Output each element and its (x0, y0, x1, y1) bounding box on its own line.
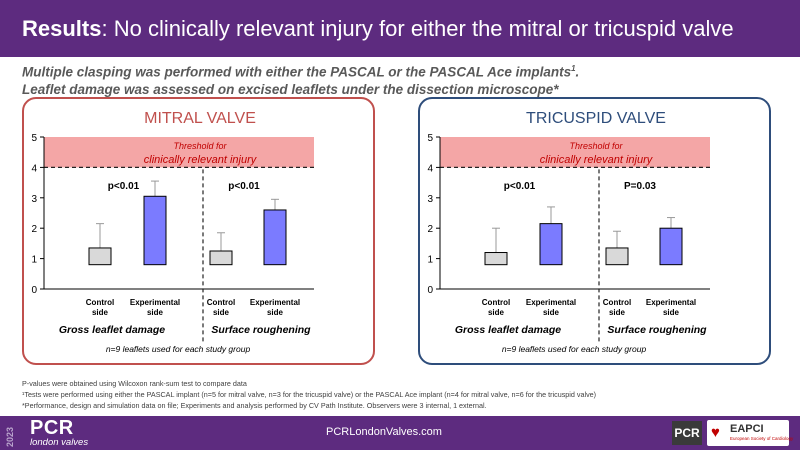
control-bar (209, 250, 233, 266)
sample-note: n=9 leaflets used for each study group (502, 344, 647, 354)
category-label: side (663, 308, 680, 317)
subtitle-line-1-text: Multiple clasping was performed with eit… (22, 64, 572, 80)
year-text: 2023 (5, 427, 15, 447)
chart-title: TRICUSPID VALVE (526, 110, 666, 127)
tricuspid-valve-chart: TRICUSPID VALVE Threshold for clinically r… (427, 110, 710, 354)
title-rest: : No clinically relevant injury for eith… (101, 16, 734, 41)
london-valves-logo: london valves (30, 437, 89, 448)
pcr-logo: PCR (30, 417, 74, 439)
control-bar (88, 247, 112, 266)
p-value: p<0.01 (108, 181, 140, 192)
mitral-valve-chart: MITRAL VALVE Threshold for clinically rele… (31, 110, 314, 354)
control-bar (484, 252, 508, 266)
eapci-text: EAPCI (730, 423, 764, 435)
y-tick-label: 2 (31, 224, 37, 235)
threshold-band (440, 137, 710, 168)
experimental-bar (143, 195, 167, 266)
eapci-subtext: European Society of Cardiology (730, 436, 794, 441)
subtitle-line-2: Leaflet damage was assessed on excised l… (22, 82, 559, 97)
y-tick-label: 1 (427, 255, 433, 266)
category-label: Experimental (130, 298, 180, 307)
category-label: Experimental (250, 298, 300, 307)
threshold-label-1: Threshold for (569, 141, 623, 151)
page-title: Results: No clinically relevant injury f… (22, 16, 734, 42)
footnote-1: P-values were obtained using Wilcoxon ra… (22, 379, 247, 388)
y-tick-label: 5 (427, 133, 433, 144)
category-label: side (609, 308, 626, 317)
category-label: Control (86, 298, 114, 307)
y-tick-label: 4 (31, 163, 37, 174)
footer-bar: 2023 PCR london valves PCRLondonValves.c… (0, 416, 800, 450)
heart-icon: ♥ (711, 424, 720, 441)
experimental-bar (263, 209, 287, 266)
footnote-2: ¹Tests were performed using either the P… (22, 390, 597, 399)
category-label: Control (482, 298, 510, 307)
y-tick-label: 5 (31, 133, 37, 144)
threshold-label-2: clinically relevant injury (144, 154, 258, 166)
category-label: side (213, 308, 230, 317)
category-label: Control (603, 298, 631, 307)
header-bar: Results: No clinically relevant injury f… (0, 0, 800, 57)
group-label: Surface roughening (607, 324, 707, 336)
experimental-bar (539, 223, 563, 266)
category-label: side (488, 308, 505, 317)
category-label: Control (207, 298, 235, 307)
category-label: side (267, 308, 284, 317)
control-bar (605, 247, 629, 266)
category-label: side (543, 308, 560, 317)
subtitle-superscript: 1 (571, 64, 576, 73)
threshold-label-2: clinically relevant injury (540, 154, 654, 166)
p-value: P=0.03 (624, 181, 656, 192)
category-label: side (92, 308, 109, 317)
eapci-logo: ♥ EAPCI European Society of Cardiology (707, 420, 793, 446)
year-label: 2023 (5, 427, 15, 447)
threshold-label-1: Threshold for (173, 141, 227, 151)
y-tick-label: 1 (31, 255, 37, 266)
chart-title: MITRAL VALVE (144, 110, 256, 127)
tricuspid-valve-panel: TRICUSPID VALVE Threshold for clinically r… (418, 97, 771, 365)
group-label: Gross leaflet damage (455, 324, 561, 336)
y-tick-label: 0 (31, 285, 37, 296)
title-bold: Results (22, 16, 102, 41)
subtitle-line-1: Multiple clasping was performed with eit… (22, 64, 579, 80)
y-tick-label: 4 (427, 163, 433, 174)
pcr-small-logo: PCR (672, 421, 702, 445)
category-label: side (147, 308, 164, 317)
sample-note: n=9 leaflets used for each study group (106, 344, 251, 354)
category-label: Experimental (526, 298, 576, 307)
p-value: p<0.01 (504, 181, 536, 192)
footnotes: P-values were obtained using Wilcoxon ra… (22, 378, 596, 411)
website-link[interactable]: PCRLondonValves.com (326, 426, 442, 438)
experimental-bar (659, 227, 683, 266)
footnote-3: *Performance, design and simulation data… (22, 401, 487, 410)
y-tick-label: 3 (31, 194, 37, 205)
group-label: Surface roughening (211, 324, 311, 336)
category-label: Experimental (646, 298, 696, 307)
group-label: Gross leaflet damage (59, 324, 165, 336)
y-tick-label: 3 (427, 194, 433, 205)
subtitle-period: . (575, 64, 580, 80)
y-tick-label: 2 (427, 224, 433, 235)
p-value: p<0.01 (228, 181, 260, 192)
mitral-valve-panel: MITRAL VALVE Threshold for clinically rele… (22, 97, 375, 365)
threshold-band (44, 137, 314, 168)
y-tick-label: 0 (427, 285, 433, 296)
